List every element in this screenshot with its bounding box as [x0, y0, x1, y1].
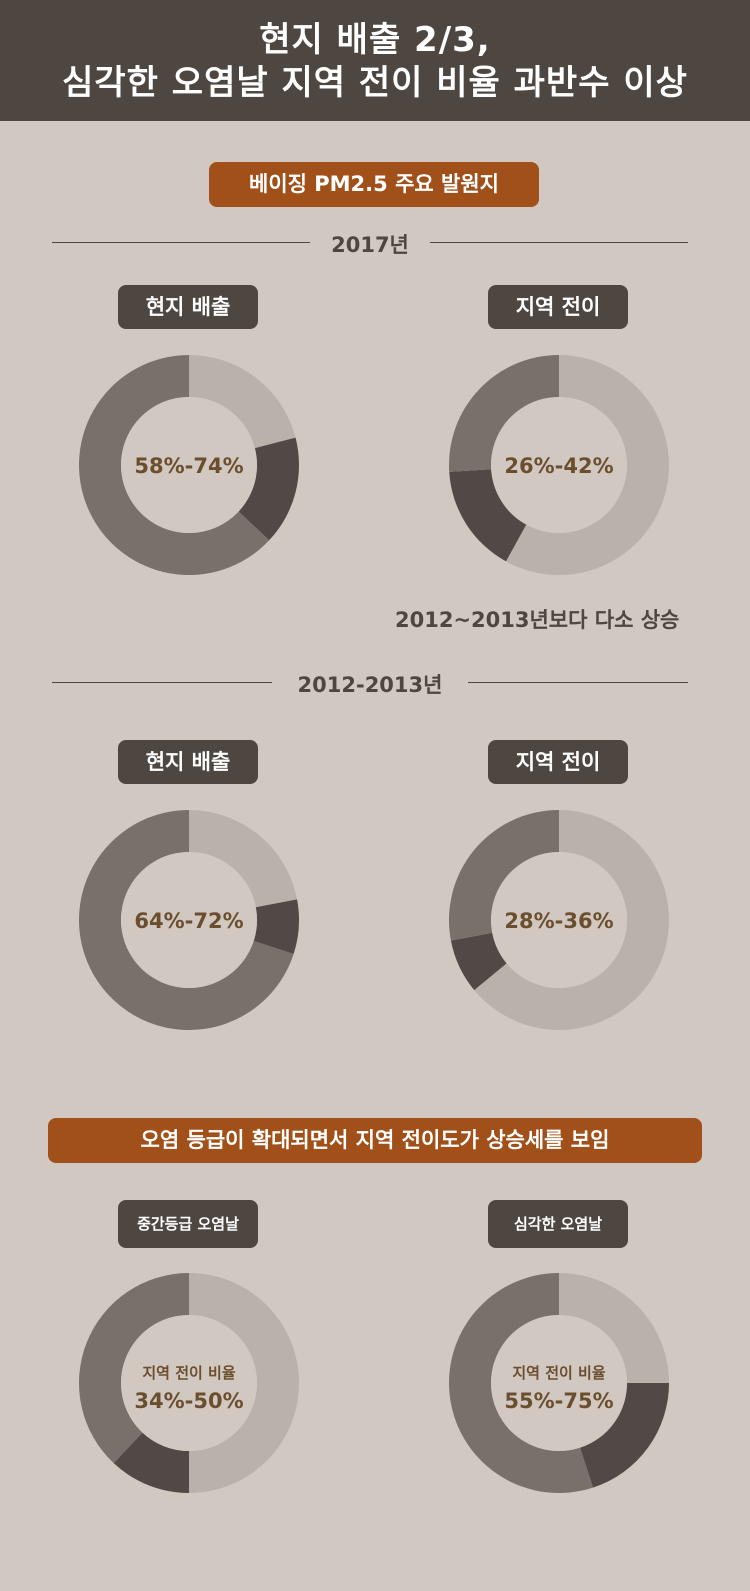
donut-slice-light — [506, 355, 669, 575]
donut-slice-dark — [580, 1383, 669, 1488]
donut-slice-dark — [238, 437, 299, 541]
donut-chart-moderate: 지역 전이 비율 34%-50% — [79, 1273, 299, 1493]
donut-hole — [491, 1315, 627, 1451]
note-slight-increase: 2012~2013년보다 다소 상승 — [395, 608, 680, 632]
donut-slice-mid — [78, 355, 270, 575]
donut-chart-local-2012: 64%-72% — [78, 810, 299, 1030]
label-moderate-days: 중간등급 오염날 — [118, 1200, 258, 1248]
label-regional-2012: 지역 전이 — [488, 740, 628, 784]
donut-center-value: 55%-75% — [504, 1389, 613, 1413]
donut-slice-dark — [449, 469, 527, 562]
donut-center-label: 지역 전이 비율 — [512, 1364, 605, 1382]
donut-slice-mid — [79, 1273, 189, 1464]
donut-chart-regional-2017: 26%-42% — [449, 355, 669, 575]
year-label-2017: 2017년 — [331, 233, 409, 257]
donut-center-value: 64%-72% — [134, 909, 243, 933]
header-title-line1: 현지 배출 2/3, — [259, 20, 491, 60]
divider-right-2017 — [430, 242, 688, 243]
header-title-line2: 심각한 오염날 지역 전이 비율 과반수 이상 — [62, 63, 688, 103]
donut-hole — [121, 852, 257, 988]
donut-center-value: 28%-36% — [504, 909, 613, 933]
label-local-2012: 현지 배출 — [118, 740, 258, 784]
donut-center-label: 지역 전이 비율 — [142, 1364, 235, 1382]
donut-slice-light — [189, 1273, 299, 1493]
donut-center-value: 34%-50% — [134, 1389, 243, 1413]
donut-hole — [121, 1315, 257, 1451]
donut-hole — [491, 397, 627, 533]
donut-hole — [121, 397, 257, 533]
donut-chart-local-2017: 58%-74% — [78, 355, 299, 575]
divider-left-2012 — [52, 682, 272, 683]
year-label-2012-2013: 2012-2013년 — [297, 673, 443, 697]
donut-slice-mid — [78, 810, 294, 1030]
donut-chart-severe: 지역 전이 비율 55%-75% — [448, 1273, 669, 1493]
donut-center-value: 58%-74% — [134, 454, 243, 478]
donut-slice-mid — [448, 1273, 593, 1493]
banner-trend: 오염 등급이 확대되면서 지역 전이도가 상승세를 보임 — [48, 1118, 702, 1163]
donut-slice-light — [474, 810, 669, 1030]
donut-slice-dark — [253, 899, 299, 954]
label-local-2017: 현지 배출 — [118, 285, 258, 329]
donut-slice-light — [189, 810, 298, 908]
divider-left-2017 — [52, 242, 310, 243]
divider-right-2012 — [468, 682, 688, 683]
donut-slice-light — [189, 355, 296, 449]
label-severe-days: 심각한 오염날 — [488, 1200, 628, 1248]
donut-slice-dark — [113, 1432, 189, 1493]
donut-slice-light — [559, 1273, 669, 1383]
donut-center-value: 26%-42% — [504, 454, 613, 478]
donut-slice-mid — [449, 355, 559, 472]
donut-chart-regional-2012: 28%-36% — [449, 810, 669, 1030]
banner-main-sources: 베이징 PM2.5 주요 발원지 — [209, 162, 539, 207]
label-regional-2017: 지역 전이 — [488, 285, 628, 329]
header: 현지 배출 2/3, 심각한 오염날 지역 전이 비율 과반수 이상 — [0, 0, 750, 121]
donut-slice-dark — [450, 932, 507, 991]
donut-hole — [491, 852, 627, 988]
donut-slice-mid — [449, 810, 559, 941]
